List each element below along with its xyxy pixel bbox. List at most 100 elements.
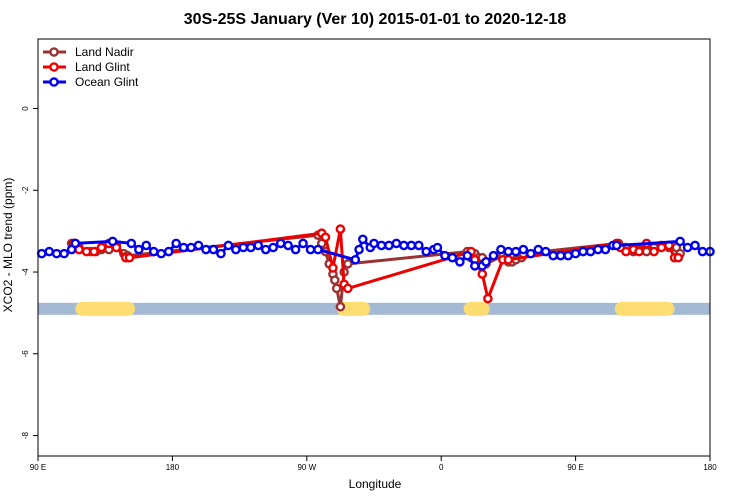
ocean-glint-point bbox=[455, 257, 465, 267]
ocean-glint-point bbox=[611, 240, 622, 251]
ocean-glint-point bbox=[171, 238, 181, 249]
y-axis-label: XCO2 - MLO trend (ppm) bbox=[1, 178, 15, 313]
land-nadir-point bbox=[641, 246, 652, 257]
ocean-glint-point bbox=[208, 244, 219, 255]
ocean-glint-point bbox=[540, 246, 551, 257]
ocean-glint-point bbox=[526, 248, 536, 259]
land-glint-point bbox=[96, 242, 107, 253]
ocean-glint-point bbox=[238, 242, 249, 253]
ocean-glint-point bbox=[36, 248, 47, 259]
ocean-glint-point bbox=[133, 244, 144, 255]
legend-label: Ocean Glint bbox=[75, 75, 139, 89]
x-tick-label: 180 bbox=[703, 463, 717, 472]
land-glint-point bbox=[649, 246, 659, 257]
ocean-glint-point bbox=[503, 246, 514, 257]
ocean-glint-point bbox=[253, 240, 264, 251]
ocean-glint-point bbox=[447, 252, 458, 263]
ocean-glint-point bbox=[432, 242, 443, 253]
ocean-glint-point bbox=[578, 246, 588, 257]
ocean-glint-point bbox=[399, 240, 409, 251]
ocean-glint-point bbox=[481, 257, 491, 267]
legend-item-land-nadir: Land Nadir bbox=[43, 45, 134, 59]
land-ocean-band bbox=[38, 301, 710, 316]
land-glint-point bbox=[89, 246, 99, 257]
land-glint-point bbox=[634, 246, 644, 257]
y-tick-label: -8 bbox=[21, 431, 30, 439]
ocean-glint-point bbox=[585, 246, 596, 257]
x-tick-label: 90 W bbox=[297, 463, 316, 472]
ocean-glint-point bbox=[563, 250, 573, 261]
ocean-glint-point bbox=[682, 242, 693, 253]
land-nadir-point bbox=[343, 259, 353, 269]
ocean-glint-point bbox=[357, 234, 368, 245]
ocean-glint-point bbox=[675, 236, 685, 247]
land-band-2 bbox=[463, 301, 490, 316]
ocean-glint-point bbox=[216, 248, 226, 259]
ocean-glint-point bbox=[298, 238, 308, 249]
ocean-glint-point bbox=[440, 250, 450, 261]
ocean-glint-point bbox=[107, 236, 118, 247]
legend-swatch-marker bbox=[49, 47, 59, 57]
x-axis: 90 E 180 90 W 0 90 E 180 bbox=[30, 456, 717, 472]
ocean-glint-point bbox=[376, 240, 387, 251]
ocean-glint-point bbox=[305, 244, 316, 255]
land-nadir-point bbox=[329, 275, 340, 286]
land-glint-point bbox=[81, 246, 92, 257]
ocean-glint-point bbox=[496, 244, 506, 255]
y-axis: 0 -2 -4 -6 -8 bbox=[21, 106, 38, 439]
ocean-glint-point bbox=[518, 244, 529, 255]
ocean-glint-point bbox=[469, 261, 480, 271]
ocean-glint-point bbox=[462, 250, 473, 261]
ocean-glint-point bbox=[156, 248, 166, 259]
ocean-glint-point bbox=[245, 242, 256, 253]
ocean-glint-point bbox=[201, 244, 211, 255]
land-nadir-point bbox=[331, 283, 342, 294]
ocean-glint-point bbox=[231, 244, 241, 255]
ocean-glint-point bbox=[488, 250, 499, 261]
x-tick-label: 90 E bbox=[567, 463, 583, 472]
plot-frame bbox=[37, 38, 711, 457]
ocean-glint-point bbox=[369, 238, 379, 249]
ocean-glint-point bbox=[413, 240, 424, 251]
legend-item-land-glint: Land Glint bbox=[43, 60, 130, 74]
land-glint-point bbox=[503, 254, 514, 265]
series-layer bbox=[36, 224, 715, 312]
x-axis-label: Longitude bbox=[349, 477, 402, 491]
ocean-glint-point bbox=[690, 240, 700, 251]
ocean-glint-point bbox=[548, 250, 559, 261]
land-band-3 bbox=[614, 301, 675, 316]
legend-swatch-marker bbox=[49, 77, 59, 87]
ocean-glint-point bbox=[570, 248, 581, 259]
ocean-glint-point bbox=[275, 238, 286, 249]
land-glint-point bbox=[621, 246, 631, 257]
ocean-glint-point bbox=[44, 246, 55, 257]
legend-label: Land Nadir bbox=[75, 45, 134, 59]
x-tick-label: 0 bbox=[439, 463, 444, 472]
y-tick-label: -6 bbox=[21, 350, 30, 358]
land-nadir-point bbox=[335, 301, 346, 312]
land-glint-point bbox=[673, 252, 684, 263]
ocean-glint-point bbox=[555, 250, 566, 261]
land-glint-point bbox=[477, 269, 488, 279]
ocean-glint-point bbox=[697, 246, 708, 257]
ocean-glint-point bbox=[51, 248, 62, 259]
chart-title: 30S-25S January (Ver 10) 2015-01-01 to 2… bbox=[184, 11, 567, 28]
x-tick-label: 180 bbox=[166, 463, 180, 472]
ocean-glint-point bbox=[193, 240, 204, 251]
land-glint-point bbox=[320, 232, 331, 243]
land-band-1 bbox=[336, 301, 371, 316]
ocean-glint-point bbox=[421, 246, 432, 257]
y-tick-label: 0 bbox=[21, 106, 30, 111]
x-tick-label: 90 E bbox=[30, 463, 46, 472]
y-tick-label: -4 bbox=[21, 268, 30, 276]
ocean-glint-point bbox=[70, 238, 81, 249]
land-glint-point bbox=[343, 283, 353, 294]
ocean-glint-point bbox=[186, 242, 196, 253]
ocean-glint-point bbox=[223, 240, 234, 251]
legend-label: Land Glint bbox=[75, 60, 130, 74]
ocean-glint-point bbox=[59, 248, 69, 259]
land-glint-point bbox=[328, 263, 338, 273]
ocean-glint-point bbox=[350, 254, 361, 265]
